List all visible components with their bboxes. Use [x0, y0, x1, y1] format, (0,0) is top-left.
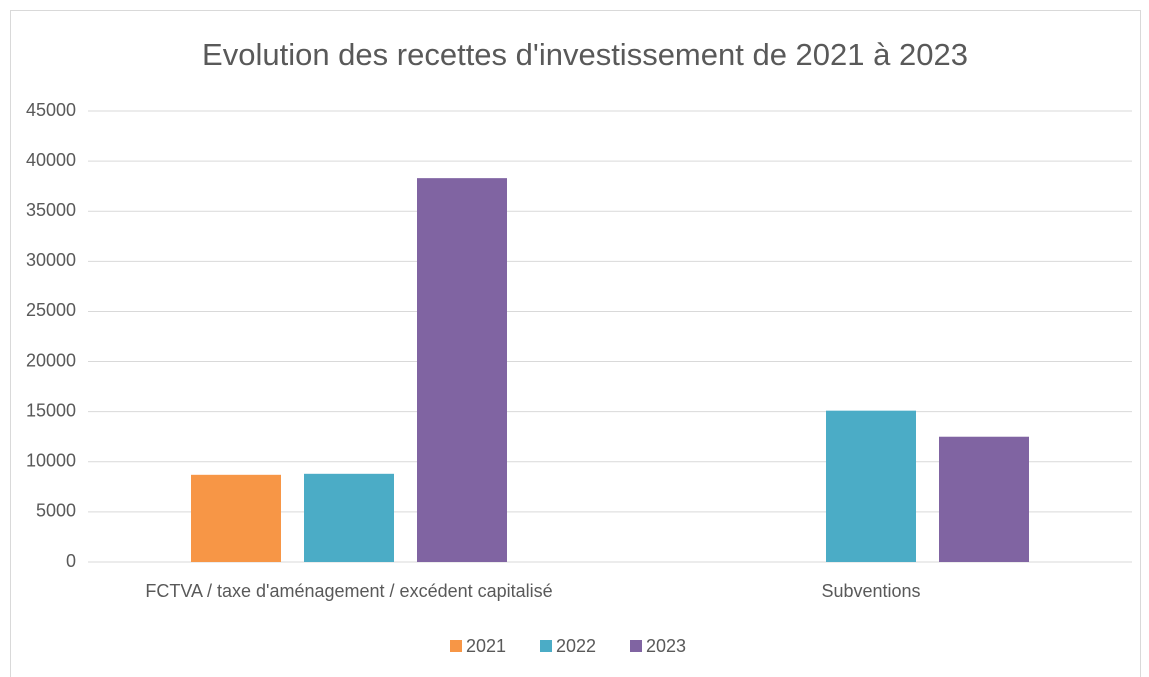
y-tick-label: 0 [66, 551, 76, 571]
y-tick-label: 20000 [26, 350, 76, 370]
y-tick-label: 25000 [26, 300, 76, 320]
bar [939, 436, 1029, 562]
x-tick-label: Subventions [821, 581, 920, 601]
y-tick-label: 30000 [26, 250, 76, 270]
y-tick-label: 10000 [26, 451, 76, 471]
legend-label: 2021 [466, 636, 506, 656]
legend-label: 2023 [646, 636, 686, 656]
y-tick-label: 35000 [26, 200, 76, 220]
legend-label: 2022 [556, 636, 596, 656]
y-tick-label: 45000 [26, 100, 76, 120]
y-tick-label: 15000 [26, 400, 76, 420]
legend-swatch [540, 640, 552, 652]
x-tick-label: FCTVA / taxe d'aménagement / excédent ca… [145, 581, 552, 601]
chart-frame [10, 10, 1141, 677]
chart-title: Evolution des recettes d'investissement … [202, 37, 968, 72]
bar [417, 178, 507, 562]
bar [826, 410, 916, 562]
y-tick-label: 5000 [36, 501, 76, 521]
bar [191, 474, 281, 562]
legend-swatch [630, 640, 642, 652]
y-tick-label: 40000 [26, 150, 76, 170]
bar [304, 473, 394, 562]
legend-swatch [450, 640, 462, 652]
